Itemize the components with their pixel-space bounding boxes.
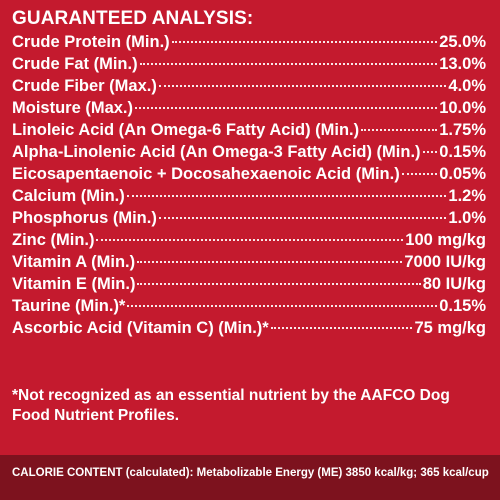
nutrient-label: Eicosapentaenoic + Docosahexaenoic Acid …	[12, 165, 400, 183]
nutrient-label: Vitamin A (Min.)	[12, 253, 136, 271]
dot-leader	[158, 85, 447, 87]
analysis-row-linoleic-acid: Linoleic Acid (An Omega-6 Fatty Acid) (M…	[12, 119, 486, 141]
analysis-row-crude-protein: Crude Protein (Min.) 25.0%	[12, 31, 486, 53]
dot-leader	[96, 239, 404, 241]
nutrient-value: 1.0%	[448, 209, 486, 227]
nutrient-label: Calcium (Min.)	[12, 187, 125, 205]
nutrient-value: 4.0%	[448, 77, 486, 95]
nutrient-label: Phosphorus (Min.)	[12, 209, 157, 227]
calorie-content-text: CALORIE CONTENT (calculated): Metaboliza…	[12, 467, 489, 479]
nutrient-label: Zinc (Min.)	[12, 231, 95, 249]
analysis-row-epa-dha: Eicosapentaenoic + Docosahexaenoic Acid …	[12, 163, 486, 185]
nutrient-value: 75 mg/kg	[414, 319, 486, 337]
analysis-row-vitamin-e: Vitamin E (Min.) 80 IU/kg	[12, 273, 486, 295]
analysis-heading: GUARANTEED ANALYSIS:	[12, 8, 254, 29]
nutrient-value: 100 mg/kg	[405, 231, 486, 249]
analysis-row-crude-fiber: Crude Fiber (Max.) 4.0%	[12, 75, 486, 97]
calorie-content-bar	[0, 455, 500, 500]
nutrient-label: Ascorbic Acid (Vitamin C) (Min.)*	[12, 319, 269, 337]
dot-leader	[137, 261, 403, 263]
dot-leader	[361, 129, 438, 131]
analysis-row-moisture: Moisture (Max.) 10.0%	[12, 97, 486, 119]
nutrient-label: Crude Fat (Min.)	[12, 55, 138, 73]
nutrient-label: Vitamin E (Min.)	[12, 275, 136, 293]
analysis-row-phosphorus: Phosphorus (Min.) 1.0%	[12, 207, 486, 229]
analysis-row-crude-fat: Crude Fat (Min.) 13.0%	[12, 53, 486, 75]
analysis-row-ascorbic-acid: Ascorbic Acid (Vitamin C) (Min.)* 75 mg/…	[12, 317, 486, 339]
analysis-row-zinc: Zinc (Min.) 100 mg/kg	[12, 229, 486, 251]
nutrient-value: 1.2%	[448, 187, 486, 205]
nutrient-value: 0.05%	[439, 165, 486, 183]
analysis-table: Crude Protein (Min.) 25.0% Crude Fat (Mi…	[12, 31, 486, 339]
nutrient-value: 0.15%	[439, 143, 486, 161]
nutrient-label: Moisture (Max.)	[12, 99, 134, 117]
nutrient-label: Crude Protein (Min.)	[12, 33, 170, 51]
nutrient-label: Linoleic Acid (An Omega-6 Fatty Acid) (M…	[12, 121, 360, 139]
analysis-row-taurine: Taurine (Min.)* 0.15%	[12, 295, 486, 317]
dot-leader	[137, 283, 421, 285]
nutrient-label: Alpha-Linolenic Acid (An Omega-3 Fatty A…	[12, 143, 421, 161]
dot-leader	[127, 305, 438, 307]
aafco-footnote: *Not recognized as an essential nutrient…	[12, 387, 450, 424]
nutrient-value: 80 IU/kg	[422, 275, 486, 293]
dot-leader	[171, 41, 438, 43]
analysis-row-calcium: Calcium (Min.) 1.2%	[12, 185, 486, 207]
nutrient-value: 1.75%	[439, 121, 486, 139]
dot-leader	[135, 107, 438, 109]
nutrient-value: 0.15%	[439, 297, 486, 315]
nutrient-value: 13.0%	[439, 55, 486, 73]
analysis-row-alpha-linolenic-acid: Alpha-Linolenic Acid (An Omega-3 Fatty A…	[12, 141, 486, 163]
nutrient-label: Taurine (Min.)*	[12, 297, 126, 315]
dot-leader	[422, 151, 438, 153]
analysis-row-vitamin-a: Vitamin A (Min.) 7000 IU/kg	[12, 251, 486, 273]
dot-leader	[401, 173, 438, 175]
dot-leader	[139, 63, 438, 65]
nutrient-value: 25.0%	[439, 33, 486, 51]
nutrient-value: 10.0%	[439, 99, 486, 117]
nutrient-value: 7000 IU/kg	[404, 253, 486, 271]
dot-leader	[126, 195, 447, 197]
dot-leader	[158, 217, 447, 219]
dot-leader	[270, 327, 413, 329]
nutrient-label: Crude Fiber (Max.)	[12, 77, 157, 95]
guaranteed-analysis-panel: GUARANTEED ANALYSIS: Crude Protein (Min.…	[12, 8, 486, 424]
